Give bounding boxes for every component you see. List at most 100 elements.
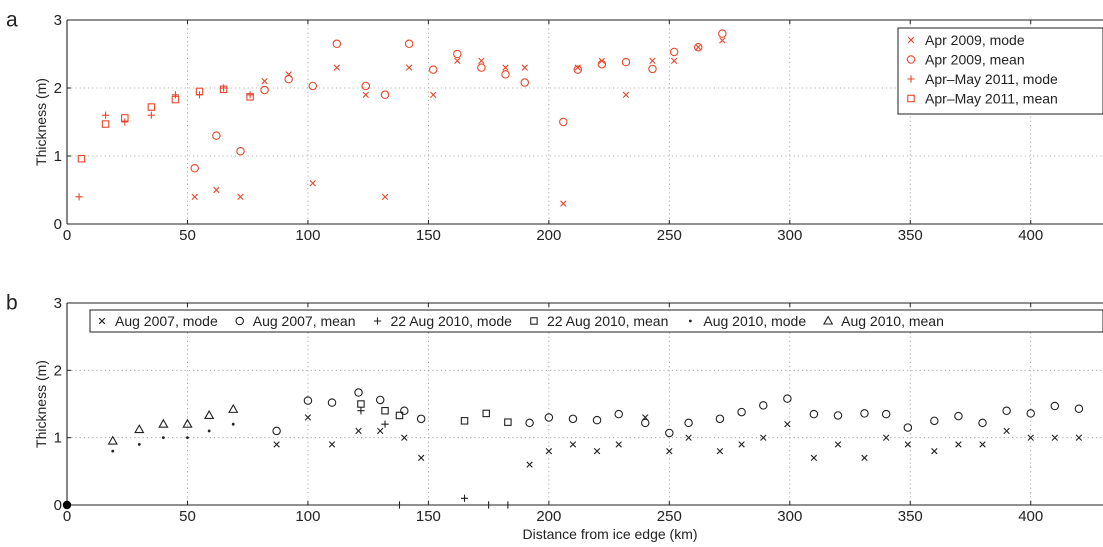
panel-label: b [6,292,18,315]
data-point [684,418,693,428]
legend-label: Apr 2009, mean [925,52,1025,68]
x-tick-label: 0 [63,227,71,244]
data-point [622,91,630,98]
data-point [362,91,369,98]
data-point [428,65,438,74]
data-point [759,401,768,410]
data-point [569,441,577,448]
legend-label: Apr–May 2011, mode [925,71,1058,87]
data-point [171,91,180,99]
legend-label: 22 Aug 2010, mean [547,313,668,329]
data-point [1027,434,1034,441]
data-point [526,461,533,468]
data-point [121,118,129,126]
data-point [593,447,601,455]
legend-marker [907,36,915,44]
data-point [931,447,938,455]
series-2 [357,407,512,509]
y-tick-label: 0 [54,216,62,233]
data-point [1075,434,1083,441]
data-point [357,407,365,415]
data-point [930,416,939,426]
data-point [395,501,404,509]
legend-item: 22 Aug 2010, mode [373,313,512,329]
y-tick-label: 2 [54,362,62,379]
data-point [332,39,342,49]
data-point [182,418,193,428]
data-point [158,418,169,428]
legend-label: Apr 2009, mode [925,32,1025,48]
data-point [592,415,602,425]
legend-label: Aug 2007, mode [115,313,218,329]
legend-label: Aug 2010, mean [841,313,944,329]
data-point [308,81,317,91]
data-point [783,394,792,403]
data-point [273,441,280,448]
data-point [670,57,678,64]
data-point [355,427,362,435]
data-point [101,111,110,119]
data-point [954,411,963,421]
x-axis-label: Distance from ice edge (km) [522,526,697,542]
data-point [354,388,363,397]
data-point [228,403,239,413]
data-point [861,454,868,462]
legend-marker [906,55,916,64]
data-point [400,406,409,415]
legend-marker [822,315,834,325]
data-point [695,44,702,51]
data-point [186,436,189,440]
legend-item: Aug 2007, mode [98,313,218,329]
legend-marker [235,316,245,326]
data-point [62,500,72,510]
data-point [236,146,245,156]
data-point [405,64,413,71]
data-point [246,91,254,99]
plot-area [62,388,1084,510]
data-point [760,434,767,441]
data-point [1074,404,1084,413]
plot-area [75,29,727,207]
data-point [111,449,115,453]
x-tick-label: 350 [898,508,923,525]
data-point [237,193,244,200]
data-point [737,407,746,417]
x-tick-label: 250 [657,508,682,525]
data-point [574,64,581,71]
legend-item: Aug 2010, mean [822,313,944,329]
data-point [544,413,554,422]
data-point [904,441,912,448]
data-point [685,434,692,441]
data-point [1050,401,1060,411]
data-point [979,441,986,448]
data-point [77,154,86,163]
x-tick-label: 400 [1018,227,1043,244]
series-1 [190,29,727,173]
y-tick-label: 1 [54,430,62,447]
data-point [377,427,384,435]
data-point [1003,427,1010,435]
data-point [190,163,199,173]
series-1 [272,388,1084,438]
data-point [716,447,724,455]
data-point [715,414,725,424]
data-point [810,454,818,462]
series-3 [77,85,254,163]
data-point [615,441,622,448]
data-point [665,428,674,438]
x-tick-label: 250 [657,227,682,244]
data-point [404,39,414,49]
data-point [328,441,336,448]
data-point [304,414,312,421]
data-point [137,443,141,446]
legend-box [89,309,1103,333]
data-point [161,436,165,440]
legend-item: Apr–May 2011, mean [907,91,1058,107]
x-tick-label: 400 [1018,508,1043,525]
data-point [718,29,727,38]
data-point [171,95,180,104]
data-point [502,64,509,71]
data-point [381,193,389,200]
data-point [1051,434,1058,441]
data-point [501,70,510,79]
